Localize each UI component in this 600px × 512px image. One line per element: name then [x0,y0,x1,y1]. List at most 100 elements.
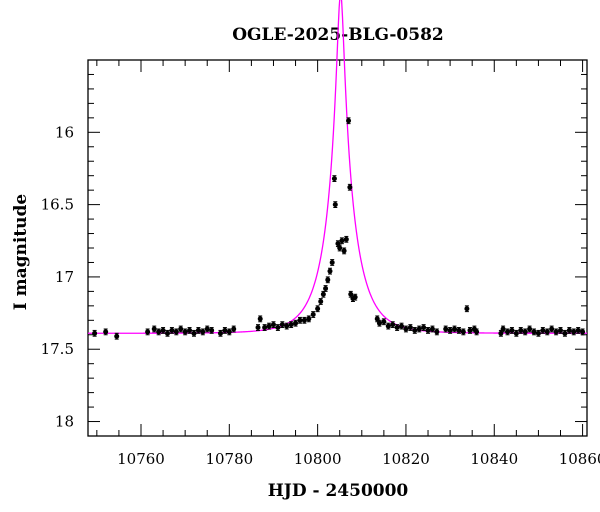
data-point [145,329,151,335]
data-point [399,323,405,329]
data-point [407,325,413,331]
x-tick-label: 10800 [294,450,342,468]
data-point [385,323,391,329]
data-point [231,326,237,332]
data-point [518,327,524,333]
data-point [226,329,232,335]
data-point [425,327,431,333]
data-point [310,312,316,318]
data-point [103,329,109,335]
data-point [178,326,184,332]
data-point [531,329,537,335]
data-point [329,259,335,265]
data-point [270,322,276,328]
data-point [182,329,188,335]
data-point [284,323,290,329]
data-point [421,325,427,331]
data-point [390,322,396,328]
data-point [325,277,331,283]
data-point [279,322,285,328]
data-point [513,330,519,336]
data-point [456,327,462,333]
data-point [566,327,572,333]
data-point [474,329,480,335]
data-point [337,245,343,251]
data-point [332,202,338,208]
data-point [209,327,215,333]
x-tick-label: 10860 [559,450,600,468]
data-point [200,329,206,335]
data-point [173,329,179,335]
data-point [315,306,321,312]
data-point [562,330,568,336]
x-tick-label: 10780 [205,450,253,468]
data-point [347,184,353,190]
y-tick-label: 16.5 [41,196,74,214]
y-tick-label: 17 [55,268,74,286]
y-axis-label: I magnitude [11,194,31,311]
data-point [156,329,162,335]
y-tick-label: 16 [55,123,74,141]
data-point [580,329,586,335]
data-point [164,330,170,336]
data-point [416,326,422,332]
data-point [540,327,546,333]
data-point [275,325,281,331]
data-point [217,330,223,336]
y-tick-label: 18 [55,413,74,431]
data-point [429,326,435,332]
data-point [288,322,294,328]
data-point [394,325,400,331]
data-point [346,118,352,124]
data-point [204,326,210,332]
x-axis-label: HJD - 2450000 [268,481,409,501]
data-point [297,317,303,323]
data-point [558,327,564,333]
data-point [169,327,175,333]
data-point [160,327,166,333]
data-point [352,294,358,300]
data-point [381,319,387,325]
data-point [339,238,345,244]
x-tick-label: 10760 [117,450,165,468]
data-point [443,326,449,332]
data-point [571,329,577,335]
y-tick-label: 17.5 [41,340,74,358]
data-point [522,329,528,335]
data-point [293,320,299,326]
data-point [434,329,440,335]
data-point [575,327,581,333]
data-point [255,325,261,331]
data-point [92,330,98,336]
data-point [553,329,559,335]
data-point [266,323,272,329]
data-point [306,316,312,322]
data-point [412,327,418,333]
data-point [535,330,541,336]
data-point [320,291,326,297]
data-point [447,327,453,333]
data-point [151,326,157,332]
data-point [460,329,466,335]
data-point [500,326,506,332]
data-point [464,306,470,312]
data-point [376,320,382,326]
data-point [467,327,473,333]
data-point [505,329,511,335]
data-point [327,268,333,274]
data-point [301,317,307,323]
data-point [343,236,349,242]
data-point [257,316,263,322]
data-point [187,327,193,333]
data-point [191,330,197,336]
data-point [195,327,201,333]
data-point [549,326,555,332]
data-point [527,326,533,332]
data-point [544,329,550,335]
data-point [222,327,228,333]
model-curve [88,0,587,334]
data-point [331,176,337,182]
data-point [452,326,458,332]
data-point [323,285,329,291]
